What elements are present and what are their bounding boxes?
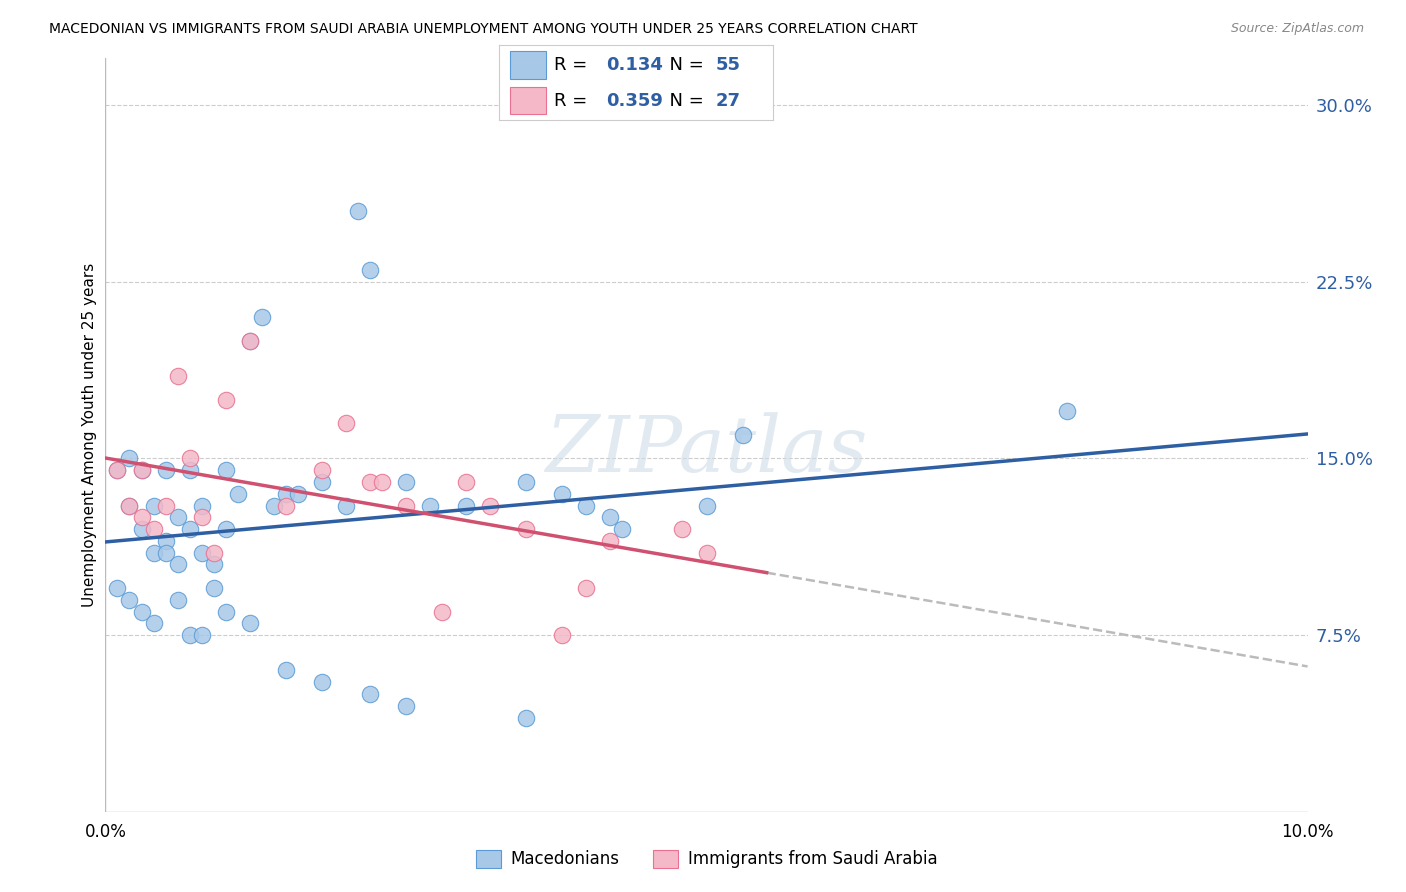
Point	[142, 522, 165, 536]
Point	[419, 499, 441, 513]
Text: N =: N =	[658, 92, 710, 110]
Point	[551, 628, 574, 642]
Point	[430, 605, 453, 619]
Point	[166, 592, 188, 607]
Point	[190, 499, 212, 513]
Point	[287, 487, 309, 501]
Point	[599, 533, 621, 548]
Text: 0.359: 0.359	[606, 92, 664, 110]
Point	[107, 463, 129, 477]
Point	[118, 499, 141, 513]
Point	[166, 510, 188, 524]
Point	[131, 463, 153, 477]
Point	[335, 499, 357, 513]
Point	[359, 475, 381, 489]
Point	[190, 628, 212, 642]
Point	[274, 664, 297, 678]
Point	[311, 463, 333, 477]
Point	[599, 510, 621, 524]
Text: 0.134: 0.134	[606, 56, 664, 74]
Text: 55: 55	[716, 56, 741, 74]
Point	[179, 463, 201, 477]
FancyBboxPatch shape	[510, 87, 546, 114]
Point	[731, 428, 754, 442]
Text: 27: 27	[716, 92, 741, 110]
Point	[118, 499, 141, 513]
Point	[274, 499, 297, 513]
Point	[671, 522, 693, 536]
Point	[274, 487, 297, 501]
Point	[166, 368, 188, 383]
Text: R =: R =	[554, 92, 593, 110]
Point	[155, 499, 177, 513]
Text: R =: R =	[554, 56, 593, 74]
Text: Source: ZipAtlas.com: Source: ZipAtlas.com	[1230, 22, 1364, 36]
Point	[395, 698, 418, 713]
Point	[479, 499, 502, 513]
Point	[395, 499, 418, 513]
Point	[214, 392, 236, 407]
Legend: Macedonians, Immigrants from Saudi Arabia: Macedonians, Immigrants from Saudi Arabi…	[468, 843, 945, 875]
Point	[107, 581, 129, 595]
FancyBboxPatch shape	[510, 52, 546, 78]
Point	[202, 558, 225, 572]
Point	[454, 475, 477, 489]
Point	[515, 522, 537, 536]
Point	[239, 334, 262, 348]
Point	[155, 463, 177, 477]
Point	[359, 263, 381, 277]
Point	[551, 487, 574, 501]
Point	[142, 616, 165, 631]
Point	[239, 334, 262, 348]
Point	[575, 499, 598, 513]
Point	[179, 522, 201, 536]
Point	[696, 499, 718, 513]
Point	[118, 451, 141, 466]
Point	[515, 475, 537, 489]
Point	[214, 463, 236, 477]
Y-axis label: Unemployment Among Youth under 25 years: Unemployment Among Youth under 25 years	[82, 263, 97, 607]
Point	[107, 463, 129, 477]
Point	[131, 605, 153, 619]
Text: MACEDONIAN VS IMMIGRANTS FROM SAUDI ARABIA UNEMPLOYMENT AMONG YOUTH UNDER 25 YEA: MACEDONIAN VS IMMIGRANTS FROM SAUDI ARAB…	[49, 22, 918, 37]
Point	[454, 499, 477, 513]
Point	[371, 475, 394, 489]
Point	[696, 546, 718, 560]
Point	[335, 416, 357, 430]
Text: ZIPatlas: ZIPatlas	[546, 412, 868, 488]
Point	[263, 499, 285, 513]
Point	[311, 675, 333, 690]
Point	[226, 487, 249, 501]
Point	[1056, 404, 1078, 418]
Point	[239, 616, 262, 631]
Point	[575, 581, 598, 595]
Point	[155, 533, 177, 548]
Text: N =: N =	[658, 56, 710, 74]
Point	[515, 710, 537, 724]
Point	[142, 546, 165, 560]
Point	[131, 463, 153, 477]
Point	[131, 522, 153, 536]
Point	[155, 546, 177, 560]
Point	[311, 475, 333, 489]
Point	[347, 204, 370, 219]
Point	[359, 687, 381, 701]
Point	[202, 546, 225, 560]
Point	[395, 475, 418, 489]
Point	[118, 592, 141, 607]
Point	[214, 522, 236, 536]
Point	[179, 628, 201, 642]
Point	[190, 510, 212, 524]
Point	[131, 510, 153, 524]
Point	[250, 310, 273, 324]
Point	[612, 522, 634, 536]
Point	[190, 546, 212, 560]
Point	[179, 451, 201, 466]
Point	[166, 558, 188, 572]
Point	[214, 605, 236, 619]
Point	[202, 581, 225, 595]
Point	[142, 499, 165, 513]
